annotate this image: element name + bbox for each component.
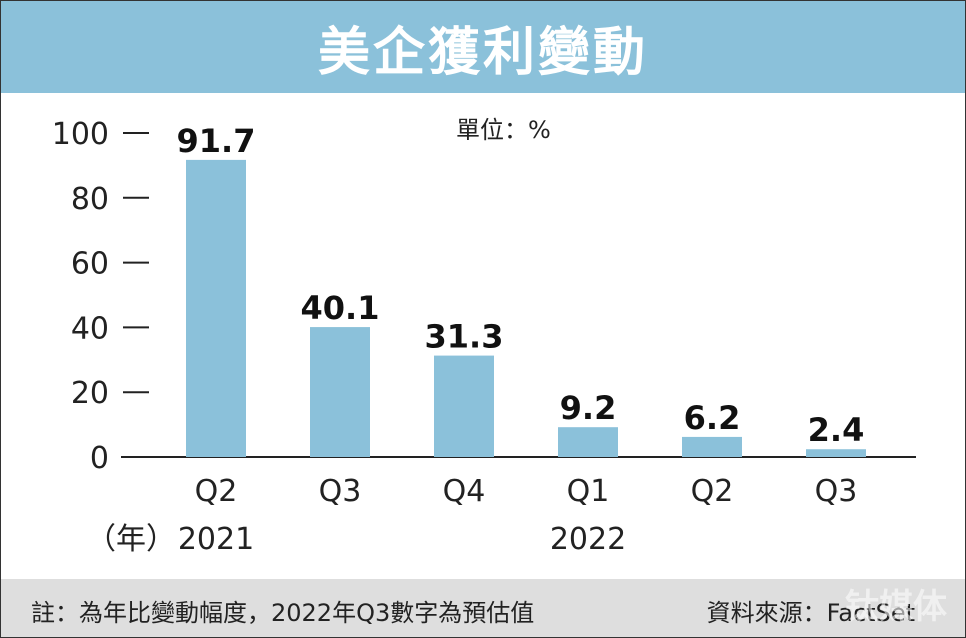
y-tick-label-1: 20 bbox=[71, 376, 109, 411]
footer: 註：為年比變動幅度，2022年Q3數字為預估值 資料來源：FactSet 钛媒体 bbox=[1, 579, 965, 637]
bar-chart: 單位：% 0 20 40 60 80 100 91.7 Q2 40.1 Q3 31.3 Q4 9.2 Q… bbox=[52, 116, 916, 557]
category-label-5: Q3 bbox=[815, 474, 858, 509]
category-label-1: Q3 bbox=[319, 474, 362, 509]
category-label-0: Q2 bbox=[195, 474, 238, 509]
chart-title: 美企獲利變動 bbox=[317, 22, 648, 83]
value-label-0: 91.7 bbox=[177, 122, 256, 160]
year-prefix: （年） bbox=[86, 522, 176, 557]
bar-2 bbox=[434, 355, 494, 457]
category-label-2: Q4 bbox=[443, 474, 486, 509]
title-bar: 美企獲利變動 bbox=[1, 1, 965, 93]
year-label-1: 2022 bbox=[550, 522, 626, 557]
value-label-5: 2.4 bbox=[808, 411, 865, 449]
value-label-2: 31.3 bbox=[425, 318, 504, 356]
year-label-0: 2021 bbox=[178, 522, 254, 557]
y-tick-label-3: 60 bbox=[71, 247, 109, 282]
category-label-3: Q1 bbox=[567, 474, 610, 509]
y-tick-label-0: 0 bbox=[90, 441, 109, 476]
bar-5 bbox=[806, 449, 866, 457]
bar-0 bbox=[186, 159, 246, 457]
y-tick-label-5: 100 bbox=[52, 117, 109, 152]
bar-1 bbox=[310, 327, 370, 457]
footnote: 註：為年比變動幅度，2022年Q3數字為預估值 bbox=[31, 599, 535, 627]
value-label-1: 40.1 bbox=[301, 289, 380, 327]
y-tick-label-2: 40 bbox=[71, 311, 109, 346]
source-label: 資料來源：FactSet bbox=[706, 599, 915, 627]
y-tick-label-4: 80 bbox=[71, 182, 109, 217]
value-label-4: 6.2 bbox=[684, 399, 741, 437]
bar-3 bbox=[558, 427, 618, 457]
unit-label: 單位：% bbox=[456, 116, 551, 144]
bar-4 bbox=[682, 436, 742, 457]
category-label-4: Q2 bbox=[691, 474, 734, 509]
value-label-3: 9.2 bbox=[560, 389, 617, 427]
